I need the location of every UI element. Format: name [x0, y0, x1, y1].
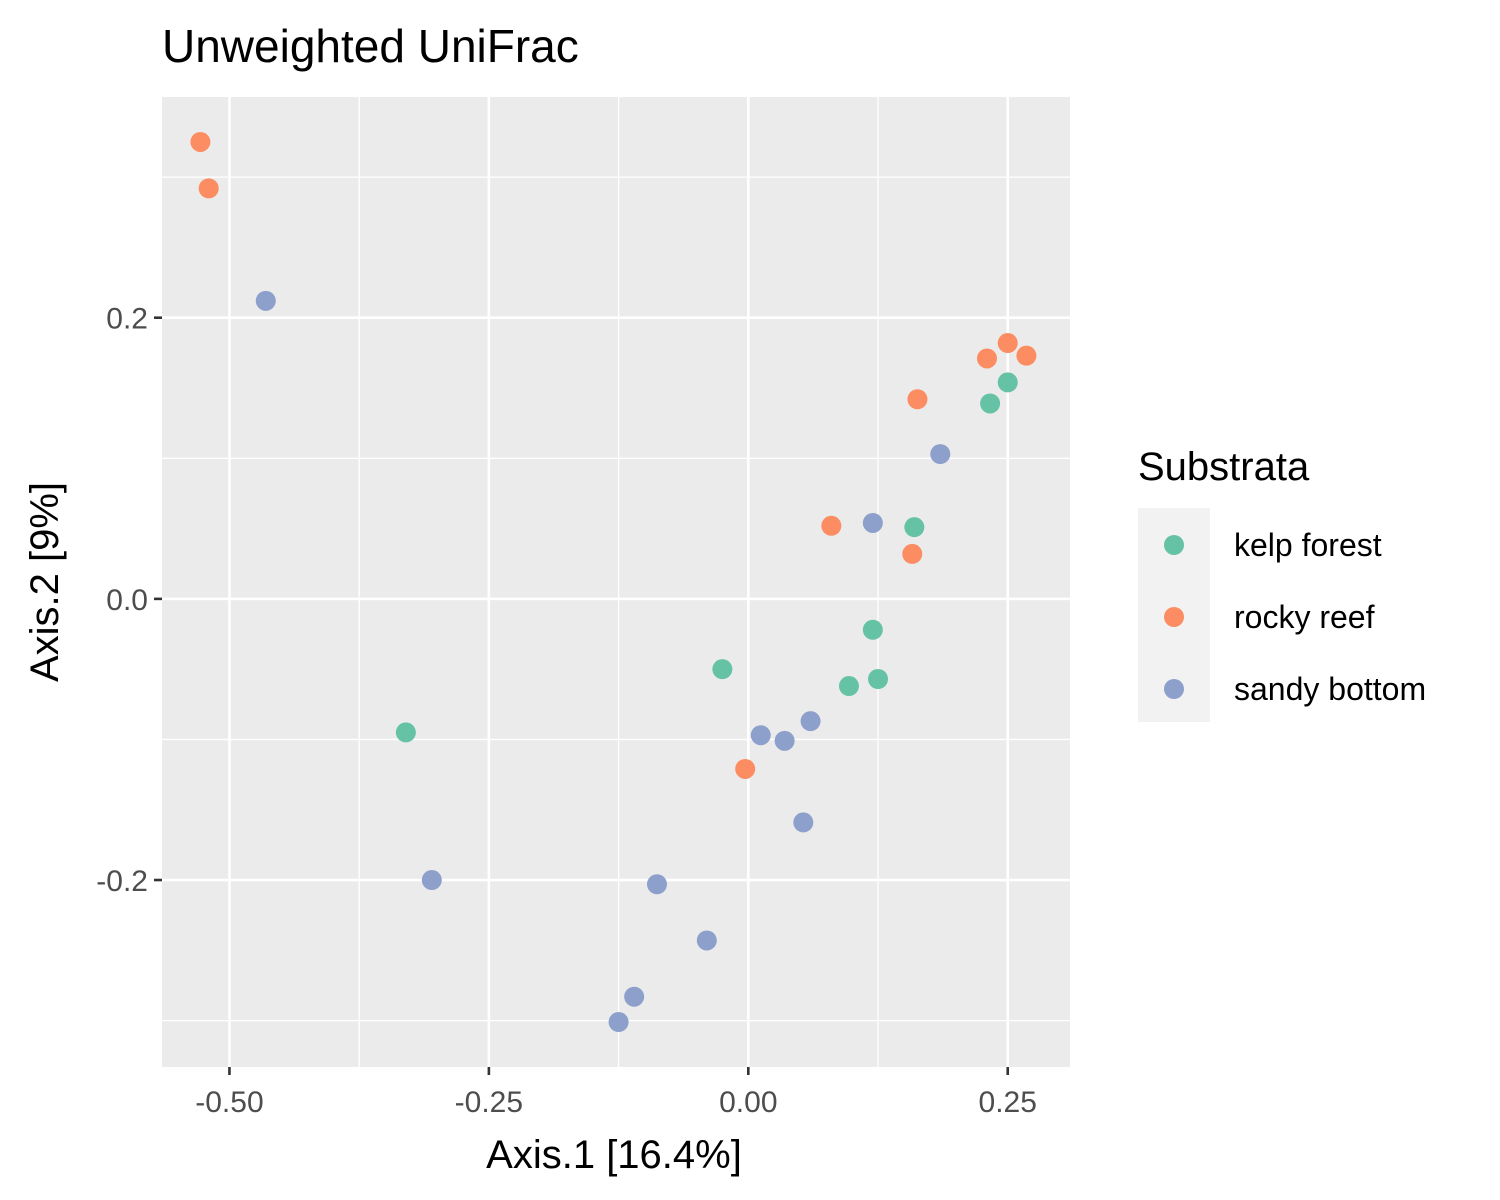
x-tick-label: -0.50: [195, 1086, 263, 1119]
legend-label-kelp-forest: kelp forest: [1234, 527, 1382, 563]
legend-key-sandy-bottom: [1164, 679, 1184, 699]
point-sandy-bottom: [800, 711, 821, 732]
point-rocky-reef: [997, 333, 1018, 354]
point-kelp-forest: [862, 619, 883, 640]
chart-title: Unweighted UniFrac: [162, 20, 579, 72]
point-kelp-forest: [395, 722, 416, 743]
point-rocky-reef: [198, 178, 219, 199]
y-tick-label: 0.0: [106, 584, 148, 617]
point-kelp-forest: [980, 393, 1001, 414]
legend-label-rocky-reef: rocky reef: [1234, 599, 1375, 635]
major-gridlines: [162, 97, 1070, 1067]
y-axis: -0.2 0.0 0.2: [96, 303, 162, 898]
x-tick-label: 0.00: [719, 1086, 777, 1119]
data-points: [190, 131, 1037, 1033]
point-rocky-reef: [976, 348, 997, 369]
legend-key-rocky-reef: [1164, 607, 1184, 627]
point-rocky-reef: [190, 131, 211, 152]
legend-items: kelp forest rocky reef sandy bottom: [1164, 527, 1426, 707]
point-sandy-bottom: [750, 725, 771, 746]
legend-title: Substrata: [1138, 445, 1310, 489]
point-sandy-bottom: [862, 512, 883, 533]
point-sandy-bottom: [608, 1012, 629, 1033]
point-kelp-forest: [997, 372, 1018, 393]
point-rocky-reef: [1016, 345, 1037, 366]
point-kelp-forest: [838, 676, 859, 697]
x-tick-label: -0.25: [455, 1086, 523, 1119]
point-rocky-reef: [735, 758, 756, 779]
minor-gridlines: [162, 97, 1070, 1067]
point-sandy-bottom: [421, 870, 442, 891]
y-tick-label: 0.2: [106, 303, 148, 336]
point-rocky-reef: [902, 543, 923, 564]
point-sandy-bottom: [624, 986, 645, 1007]
plot-panel: [162, 97, 1070, 1067]
point-sandy-bottom: [696, 930, 717, 951]
point-kelp-forest: [868, 669, 889, 689]
y-tick-label: -0.2: [96, 865, 148, 898]
legend-label-sandy-bottom: sandy bottom: [1234, 671, 1426, 707]
x-axis: -0.50 -0.25 0.00 0.25: [195, 1067, 1037, 1119]
legend: Substrata kelp forest rocky reef sandy bot…: [1138, 445, 1426, 722]
point-sandy-bottom: [255, 290, 276, 311]
legend-key-kelp-forest: [1164, 535, 1184, 555]
y-axis-title: Axis.2 [9%]: [23, 482, 67, 682]
point-sandy-bottom: [646, 874, 667, 895]
point-rocky-reef: [907, 389, 928, 410]
point-kelp-forest: [904, 517, 925, 538]
point-rocky-reef: [821, 515, 842, 536]
point-sandy-bottom: [930, 444, 951, 465]
point-sandy-bottom: [774, 730, 795, 751]
x-tick-label: 0.25: [979, 1086, 1037, 1119]
point-kelp-forest: [712, 659, 733, 680]
point-sandy-bottom: [793, 812, 814, 833]
x-axis-title: Axis.1 [16.4%]: [486, 1133, 742, 1177]
